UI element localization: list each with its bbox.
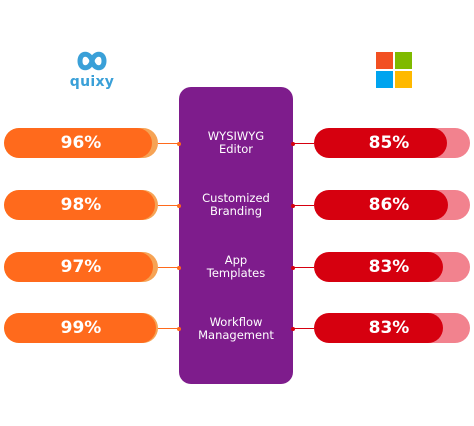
microsoft-score-bar: 83% (314, 252, 470, 282)
microsoft-connector (291, 326, 314, 331)
quixy-score-bar: 99% (4, 313, 158, 343)
connector-dot (177, 141, 181, 146)
quixy-score-label: 99% (60, 318, 102, 338)
microsoft-score-fill (314, 128, 447, 158)
quixy-score-label: 97% (60, 257, 102, 277)
microsoft-score-label: 83% (368, 257, 410, 277)
microsoft-score-fill (314, 252, 444, 282)
connector-dot (291, 203, 295, 208)
connector-dot (291, 326, 295, 331)
feature-label-wysiwyg-editor: WYSIWYG Editor (179, 130, 293, 156)
quixy-connector (158, 141, 181, 146)
feature-line: Workflow (209, 315, 263, 329)
quixy-score-bar: 98% (4, 190, 158, 220)
quixy-connector (158, 203, 181, 208)
microsoft-score-label: 86% (368, 195, 410, 215)
connector-dot (177, 326, 181, 331)
connector-dot (177, 265, 181, 270)
microsoft-score-label: 83% (368, 318, 410, 338)
quixy-connector (158, 326, 181, 331)
quixy-logo: quixy (68, 48, 116, 94)
quixy-score-label: 98% (60, 195, 102, 215)
quixy-wordmark: quixy (69, 74, 115, 90)
microsoft-score-fill (314, 313, 444, 343)
microsoft-score-fill (314, 190, 449, 220)
microsoft-windows-icon-yellow-square (395, 71, 412, 88)
quixy-score-label: 96% (60, 133, 102, 153)
feature-panel: WYSIWYG Editor Customized Branding App T… (179, 87, 293, 384)
microsoft-windows-icon-green-square (395, 52, 412, 69)
feature-line: WYSIWYG (207, 129, 265, 143)
microsoft-connector (291, 203, 314, 208)
feature-line: Templates (206, 266, 266, 280)
quixy-score-bar: 96% (4, 128, 158, 158)
quixy-score-fill (4, 252, 154, 282)
microsoft-connector (291, 141, 314, 146)
microsoft-connector (291, 265, 314, 270)
quixy-infinity-icon (77, 51, 107, 71)
connector-dot (177, 203, 181, 208)
connector-dot (291, 265, 295, 270)
connector-dot (291, 141, 295, 146)
quixy-score-fill (4, 128, 152, 158)
microsoft-windows-icon-blue-square (376, 71, 393, 88)
feature-line: Branding (209, 204, 263, 218)
microsoft-score-bar: 83% (314, 313, 470, 343)
feature-line: Management (198, 328, 274, 342)
quixy-score-fill (4, 313, 157, 343)
microsoft-score-bar: 85% (314, 128, 470, 158)
microsoft-windows-icon-red-square (376, 52, 393, 69)
feature-line: Editor (218, 142, 254, 156)
quixy-score-fill (4, 190, 155, 220)
microsoft-logo (376, 52, 412, 88)
feature-line: App (224, 253, 248, 267)
feature-label-app-templates: App Templates (179, 254, 293, 280)
feature-line: Customized (202, 191, 270, 205)
microsoft-score-label: 85% (368, 133, 410, 153)
quixy-connector (158, 265, 181, 270)
feature-label-workflow-management: Workflow Management (179, 316, 293, 342)
microsoft-score-bar: 86% (314, 190, 470, 220)
feature-label-customized-branding: Customized Branding (179, 192, 293, 218)
quixy-score-bar: 97% (4, 252, 158, 282)
